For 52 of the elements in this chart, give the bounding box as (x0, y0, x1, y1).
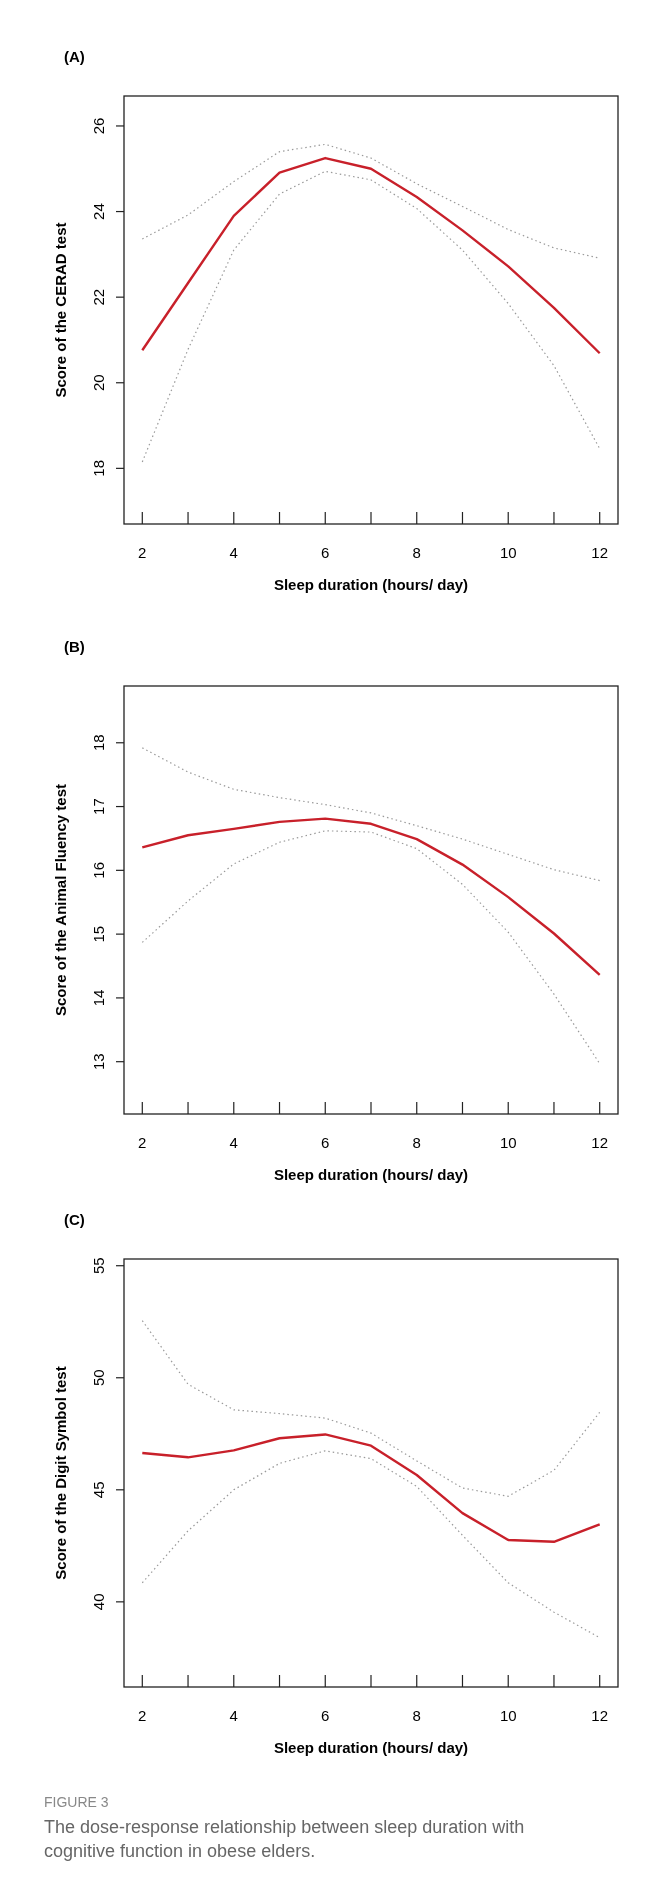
x-tick-label: 10 (499, 1707, 517, 1724)
x-tick-label: 12 (591, 544, 609, 561)
x-tick-label: 6 (321, 1134, 330, 1151)
y-axis-title: Score of the Digit Symbol test (52, 1366, 69, 1580)
x-tick-label: 2 (138, 1134, 147, 1151)
y-tick-label: 18 (90, 734, 107, 752)
x-tick-label: 10 (499, 1134, 517, 1151)
x-tick-label: 6 (321, 544, 330, 561)
x-tick-label: 2 (138, 1707, 147, 1724)
line-series (141, 830, 601, 1065)
y-tick-label: 15 (90, 925, 107, 943)
x-axis-title: Sleep duration (hours/ day) (273, 1166, 469, 1183)
chart-title: (C) (64, 1211, 85, 1228)
line-series (141, 170, 601, 463)
y-tick-label: 45 (90, 1481, 107, 1499)
chart-title: (B) (64, 638, 85, 655)
y-tick-label: 55 (90, 1257, 107, 1275)
x-axis-title: Sleep duration (hours/ day) (273, 576, 469, 593)
y-tick-label: 26 (90, 117, 107, 135)
y-tick-label: 16 (90, 862, 107, 879)
y-tick-label: 40 (90, 1593, 107, 1611)
y-tick-label: 18 (90, 460, 107, 477)
y-tick-label: 14 (90, 989, 107, 1007)
y-tick-label: 24 (90, 203, 107, 220)
y-tick-label: 22 (90, 288, 107, 306)
line-series (141, 747, 601, 882)
y-tick-label: 20 (90, 374, 107, 392)
y-tick-label: 13 (90, 1053, 107, 1071)
x-tick-label: 8 (412, 1134, 421, 1151)
x-tick-label: 10 (499, 544, 517, 561)
x-tick-label: 4 (229, 544, 238, 561)
y-tick-label: 50 (90, 1369, 107, 1387)
x-tick-label: 8 (412, 544, 421, 561)
x-tick-label: 12 (591, 1134, 609, 1151)
x-tick-label: 12 (591, 1707, 609, 1724)
text: The dose-response relationship between sleep duration with cognitive function in obese elders. (44, 1817, 525, 1861)
line-series (141, 1433, 601, 1543)
x-tick-label: 4 (229, 1707, 238, 1724)
y-axis-title: Score of the Animal Fluency test (52, 784, 69, 1016)
x-tick-label: 8 (412, 1707, 421, 1724)
line-series (141, 156, 601, 355)
line-series (141, 817, 601, 977)
x-tick-label: 6 (321, 1707, 330, 1724)
y-tick-label: 17 (90, 798, 107, 815)
line-series (141, 1320, 601, 1497)
line-series (141, 1450, 601, 1639)
x-tick-label: 2 (138, 544, 147, 561)
y-axis-title: Score of the CERAD test (52, 222, 69, 398)
caption: FIGURE 3 (44, 1794, 109, 1810)
chart-title: (A) (64, 48, 85, 65)
x-axis-title: Sleep duration (hours/ day) (273, 1739, 469, 1756)
x-tick-label: 4 (229, 1134, 238, 1151)
